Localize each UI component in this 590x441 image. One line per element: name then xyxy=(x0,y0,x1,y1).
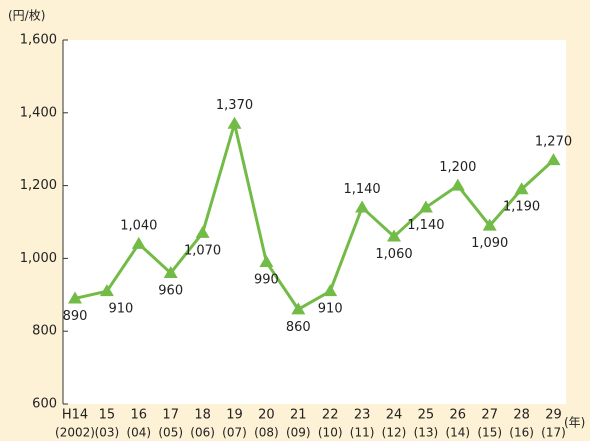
data-label: 990 xyxy=(254,273,279,288)
x-tick-label: 25 xyxy=(418,408,435,423)
x-tick-label: 15 xyxy=(99,408,116,423)
data-label: 860 xyxy=(286,320,311,335)
x-tick-sublabel: (15) xyxy=(477,426,502,440)
data-label: 910 xyxy=(318,302,343,317)
y-tick-label: 1,200 xyxy=(20,178,57,193)
data-label: 890 xyxy=(63,309,88,324)
x-tick-sublabel: (2002) xyxy=(55,426,95,440)
marker xyxy=(99,284,114,297)
marker xyxy=(131,236,146,249)
x-unit-label: (年) xyxy=(564,416,585,430)
x-tick-label: 27 xyxy=(481,408,498,423)
x-tick-label: 26 xyxy=(450,408,467,423)
x-tick-sublabel: (12) xyxy=(382,426,407,440)
y-tick-label: 800 xyxy=(32,324,57,339)
marker xyxy=(387,229,401,242)
x-tick-label: 16 xyxy=(131,408,148,423)
x-tick-sublabel: (08) xyxy=(254,426,279,440)
x-tick-sublabel: (06) xyxy=(190,426,215,440)
marker xyxy=(259,255,274,268)
marker xyxy=(291,302,306,315)
line xyxy=(74,122,555,311)
marker xyxy=(514,182,529,195)
x-tick-sublabel: (10) xyxy=(318,426,343,440)
marker xyxy=(355,200,370,213)
marker xyxy=(482,218,497,231)
data-label: 1,090 xyxy=(471,236,508,251)
marker xyxy=(195,225,210,238)
x-tick-sublabel: (07) xyxy=(222,426,247,440)
data-label: 1,040 xyxy=(120,218,157,233)
x-tick-label: 23 xyxy=(354,408,371,423)
y-tick-label: 600 xyxy=(32,397,57,412)
marker xyxy=(227,116,242,129)
x-tick-label: 18 xyxy=(194,408,211,423)
x-tick-sublabel: (17) xyxy=(541,426,566,440)
x-tick-sublabel: (04) xyxy=(126,426,151,440)
x-tick-sublabel: (13) xyxy=(414,426,439,440)
x-tick-label: 24 xyxy=(386,408,403,423)
marker xyxy=(546,153,561,166)
marker xyxy=(323,284,338,297)
x-tick-sublabel: (09) xyxy=(286,426,311,440)
data-label: 1,370 xyxy=(216,98,253,113)
y-tick-label: 1,000 xyxy=(20,251,57,266)
data-label: 1,140 xyxy=(343,182,380,197)
x-tick-sublabel: (14) xyxy=(445,426,470,440)
x-tick-sublabel: (16) xyxy=(509,426,534,440)
data-label: 960 xyxy=(158,283,183,298)
data-label: 910 xyxy=(108,302,133,317)
x-tick-label: H14 xyxy=(62,408,88,423)
marker xyxy=(163,265,178,278)
marker xyxy=(450,178,465,191)
y-tick-label: 1,600 xyxy=(20,33,57,48)
x-tick-label: 22 xyxy=(322,408,339,423)
data-label: 1,270 xyxy=(535,135,572,150)
data-label: 1,140 xyxy=(407,218,444,233)
marker xyxy=(68,291,82,304)
x-tick-sublabel: (11) xyxy=(350,426,375,440)
data-label: 1,070 xyxy=(184,243,221,258)
x-tick-label: 19 xyxy=(226,408,243,423)
x-tick-sublabel: (03) xyxy=(95,426,120,440)
x-tick-sublabel: (05) xyxy=(158,426,183,440)
plot-area xyxy=(63,40,566,404)
x-tick-label: 20 xyxy=(258,408,275,423)
y-unit-label: (円/枚) xyxy=(8,8,45,23)
x-tick-label: 29 xyxy=(545,408,562,423)
data-label: 1,190 xyxy=(503,200,540,215)
x-tick-label: 28 xyxy=(513,408,530,423)
x-tick-label: 21 xyxy=(290,408,307,423)
y-tick-label: 1,400 xyxy=(20,105,57,120)
x-tick-label: 17 xyxy=(162,408,179,423)
data-label: 1,200 xyxy=(439,160,476,175)
marker xyxy=(418,200,433,213)
data-label: 1,060 xyxy=(375,247,412,262)
